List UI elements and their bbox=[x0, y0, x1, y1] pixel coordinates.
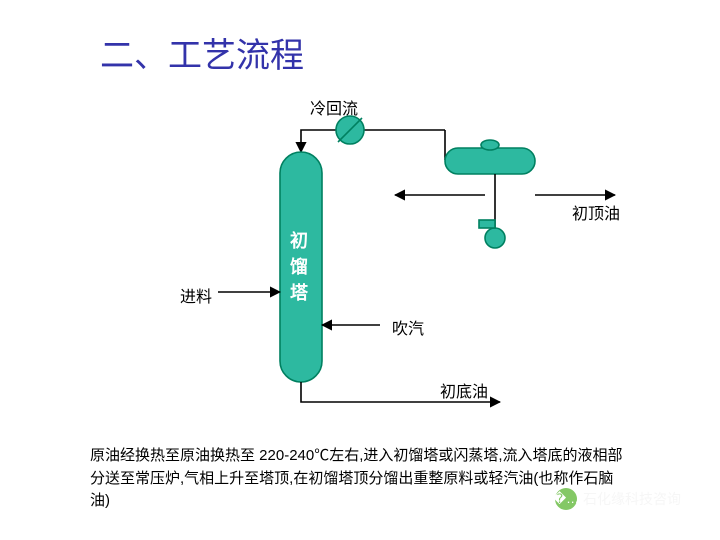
pump-icon bbox=[479, 220, 505, 248]
watermark-text: 石化缘科技咨询 bbox=[583, 489, 681, 509]
bottom-oil-label: 初底油 bbox=[440, 378, 488, 402]
feed-label: 进料 bbox=[180, 283, 212, 307]
page-title: 二、工艺流程 bbox=[100, 28, 304, 77]
overhead-drum bbox=[445, 140, 535, 174]
reflux-line bbox=[301, 130, 445, 160]
cold-reflux-label: 冷回流 bbox=[310, 95, 358, 119]
description-text: 原油经换热至原油换热至 220-240℃左右,进入初馏塔或闪蒸塔,流入塔底的液相… bbox=[90, 445, 630, 513]
column-label: 初馏塔 bbox=[280, 227, 322, 305]
steam-label: 吹汽 bbox=[392, 315, 424, 339]
wechat-icon: �… bbox=[555, 488, 577, 510]
reflux-exchanger-icon bbox=[336, 116, 364, 144]
top-oil-label: 初顶油 bbox=[572, 200, 620, 224]
watermark: �… 石化缘科技咨询 bbox=[555, 488, 681, 510]
